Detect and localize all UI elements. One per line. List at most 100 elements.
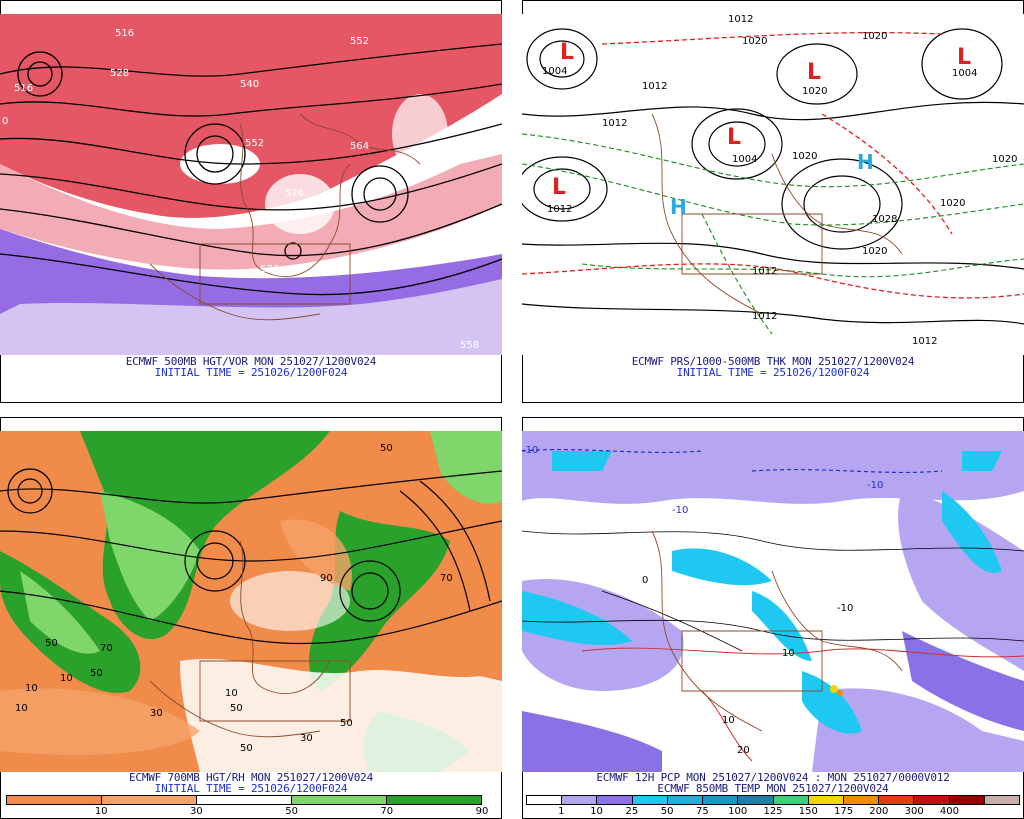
colorbar-swatch — [949, 796, 985, 804]
coastlines — [651, 113, 903, 315]
svg-text:1020: 1020 — [792, 151, 817, 162]
svg-text:516: 516 — [115, 28, 134, 39]
contour-labels: 1012 1020 1012 1012 1012 1020 1020 1020 … — [542, 14, 1017, 347]
caption-700mb-init: INITIAL TIME = 251026/1200F024 — [154, 782, 348, 795]
svg-text:1020: 1020 — [802, 86, 827, 97]
contour-labels: 516 528 516 540 552 564 552 576 576 558 … — [2, 28, 479, 351]
map-pressure-thickness: L L L L L H H 1012 1020 1012 1012 1012 1… — [522, 14, 1024, 355]
isobars — [522, 28, 1024, 325]
contour-labels: -10 -10 -10 — [522, 445, 883, 516]
colorbar-label: 300 — [904, 806, 924, 817]
svg-text:L: L — [957, 45, 971, 70]
map-700mb-rh: 10 30 50 70 90 50 10 50 10 70 50 10 50 3… — [0, 431, 502, 772]
colorbar-swatch — [808, 796, 844, 804]
colorbar-swatch — [292, 796, 387, 804]
colorbar-label: 75 — [696, 806, 709, 817]
svg-text:90: 90 — [320, 573, 333, 584]
svg-text:-10: -10 — [672, 505, 688, 516]
colorbar-label: 10 — [590, 806, 603, 817]
height-contours — [0, 468, 502, 645]
svg-text:0: 0 — [2, 116, 8, 127]
svg-text:10: 10 — [60, 673, 73, 684]
svg-text:70: 70 — [100, 643, 113, 654]
colorbar-label: 90 — [475, 806, 489, 817]
colorbar-swatch — [197, 796, 292, 804]
svg-text:50: 50 — [230, 703, 243, 714]
svg-text:70: 70 — [440, 573, 453, 584]
colorbar-swatch — [773, 796, 809, 804]
svg-text:1012: 1012 — [752, 311, 777, 322]
svg-text:-10: -10 — [522, 445, 538, 456]
svg-text:50: 50 — [380, 443, 393, 454]
svg-text:1020: 1020 — [862, 246, 887, 257]
svg-text:50: 50 — [240, 743, 253, 754]
colorbar-label: 70 — [380, 806, 394, 817]
svg-text:30: 30 — [300, 733, 313, 744]
svg-text:1028: 1028 — [872, 214, 897, 225]
svg-text:30: 30 — [150, 708, 163, 719]
colorbar-swatch — [387, 796, 481, 804]
svg-text:10: 10 — [225, 688, 238, 699]
svg-text:558: 558 — [460, 340, 479, 351]
svg-text:L: L — [807, 60, 821, 85]
svg-text:50: 50 — [45, 638, 58, 649]
svg-text:10: 10 — [25, 683, 38, 694]
svg-text:1012: 1012 — [752, 266, 777, 277]
height-contours — [0, 43, 502, 296]
caption-pcp-title: ECMWF 12H PCP MON 251027/1200V024 : MON … — [596, 771, 950, 784]
colorbar-label: 50 — [660, 806, 674, 817]
svg-text:H: H — [670, 195, 687, 219]
precip-colorbar-labels: 1 10 25 50 75 100 125 150 175 200 300 400 — [526, 806, 1020, 818]
svg-text:1020: 1020 — [742, 36, 767, 47]
colorbar-label: 25 — [625, 806, 639, 817]
caption-prs-thk-init: INITIAL TIME = 251026/1200F024 — [676, 366, 870, 379]
svg-text:576: 576 — [285, 188, 304, 199]
svg-text:50: 50 — [340, 718, 353, 729]
svg-text:-10: -10 — [867, 480, 883, 491]
svg-text:576: 576 — [260, 264, 279, 275]
colorbar-label: 1 — [558, 806, 565, 817]
contour-labels: 10 30 50 70 90 50 10 50 10 70 50 10 50 3… — [15, 443, 453, 754]
svg-text:1020: 1020 — [940, 198, 965, 209]
coastlines — [149, 540, 351, 738]
svg-text:1012: 1012 — [547, 204, 572, 215]
svg-text:L: L — [727, 125, 741, 150]
caption-850temp-title: ECMWF 850MB TEMP MON 251027/1200V024 — [657, 782, 889, 795]
colorbar-label: 125 — [763, 806, 783, 817]
svg-text:516: 516 — [14, 83, 33, 94]
colorbar-swatch — [879, 796, 915, 804]
precip-moderate — [522, 451, 1002, 734]
svg-text:564: 564 — [350, 141, 369, 152]
colorbar-swatch — [632, 796, 668, 804]
colorbar-label: 30 — [190, 806, 203, 817]
svg-text:10: 10 — [15, 703, 28, 714]
svg-text:L: L — [560, 40, 574, 65]
svg-text:1012: 1012 — [912, 336, 937, 347]
svg-text:552: 552 — [245, 138, 264, 149]
svg-text:528: 528 — [110, 68, 129, 79]
colorbar-label: 400 — [939, 806, 959, 817]
rh-colorbar — [6, 795, 482, 805]
coastlines — [651, 530, 903, 732]
map-500mb-vorticity: 516 528 516 540 552 564 552 576 576 558 … — [0, 14, 502, 355]
colorbar-label: 50 — [285, 806, 298, 817]
colorbar-swatch — [738, 796, 774, 804]
svg-text:L: L — [552, 175, 566, 200]
svg-text:1004: 1004 — [732, 154, 757, 165]
svg-text:552: 552 — [350, 36, 369, 47]
pressure-centers: L L L L L — [552, 40, 971, 200]
colorbar-label: 175 — [834, 806, 854, 817]
svg-text:1012: 1012 — [642, 81, 667, 92]
colorbar-swatch — [667, 796, 704, 804]
colorbar-label: 10 — [94, 806, 108, 817]
caption-500mb-init: INITIAL TIME = 251026/1200F024 — [154, 366, 348, 379]
svg-text:540: 540 — [240, 79, 259, 90]
caption-prs-thk-title: ECMWF PRS/1000-500MB THK MON 251027/1200… — [631, 355, 915, 368]
precip-colorbar — [526, 795, 1020, 805]
map-precip-850temp: -10 -10 -10 0 10 -10 10 20 — [522, 431, 1024, 772]
colorbar-swatch — [527, 796, 563, 804]
coastlines — [149, 113, 421, 321]
svg-text:1004: 1004 — [542, 66, 567, 77]
svg-text:H: H — [857, 150, 874, 174]
svg-text:50: 50 — [90, 668, 103, 679]
